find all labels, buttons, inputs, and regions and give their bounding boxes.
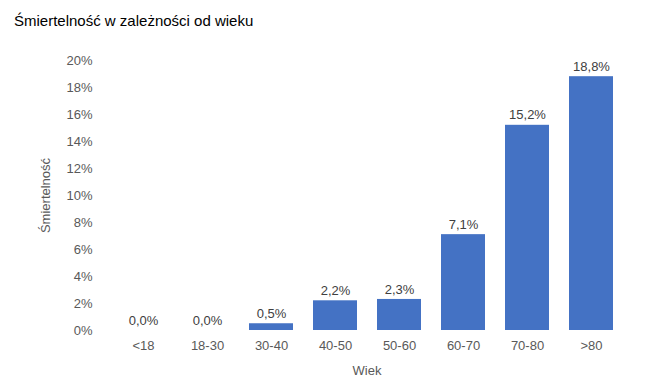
svg-text:15,2%: 15,2%	[509, 107, 546, 122]
svg-text:16%: 16%	[66, 107, 92, 122]
svg-text:40-50: 40-50	[319, 338, 352, 353]
svg-text:18%: 18%	[66, 80, 92, 95]
svg-text:6%: 6%	[74, 242, 93, 257]
svg-text:0,5%: 0,5%	[257, 306, 287, 321]
svg-text:2%: 2%	[74, 296, 93, 311]
svg-text:2,2%: 2,2%	[321, 283, 351, 298]
svg-text:>80: >80	[580, 338, 602, 353]
svg-text:<18: <18	[132, 338, 154, 353]
svg-text:10%: 10%	[66, 188, 92, 203]
svg-text:20%: 20%	[66, 53, 92, 68]
svg-text:4%: 4%	[74, 269, 93, 284]
svg-text:30-40: 30-40	[255, 338, 288, 353]
svg-text:18-30: 18-30	[191, 338, 224, 353]
svg-text:2,3%: 2,3%	[385, 282, 415, 297]
svg-text:Wiek: Wiek	[353, 363, 382, 378]
svg-text:50-60: 50-60	[383, 338, 416, 353]
svg-text:0,0%: 0,0%	[193, 313, 223, 328]
svg-text:Śmiertelność: Śmiertelność	[38, 157, 53, 233]
svg-text:70-80: 70-80	[511, 338, 544, 353]
svg-text:0%: 0%	[74, 323, 93, 338]
svg-text:8%: 8%	[74, 215, 93, 230]
svg-text:18,8%: 18,8%	[573, 59, 610, 74]
svg-text:60-70: 60-70	[447, 338, 480, 353]
html-text:Śmiertelność w zależności od w: Śmiertelność w zależności od wieku	[14, 12, 254, 29]
svg-text:7,1%: 7,1%	[449, 217, 479, 232]
svg-text:14%: 14%	[66, 134, 92, 149]
svg-text:12%: 12%	[66, 161, 92, 176]
svg-text:0,0%: 0,0%	[129, 313, 159, 328]
